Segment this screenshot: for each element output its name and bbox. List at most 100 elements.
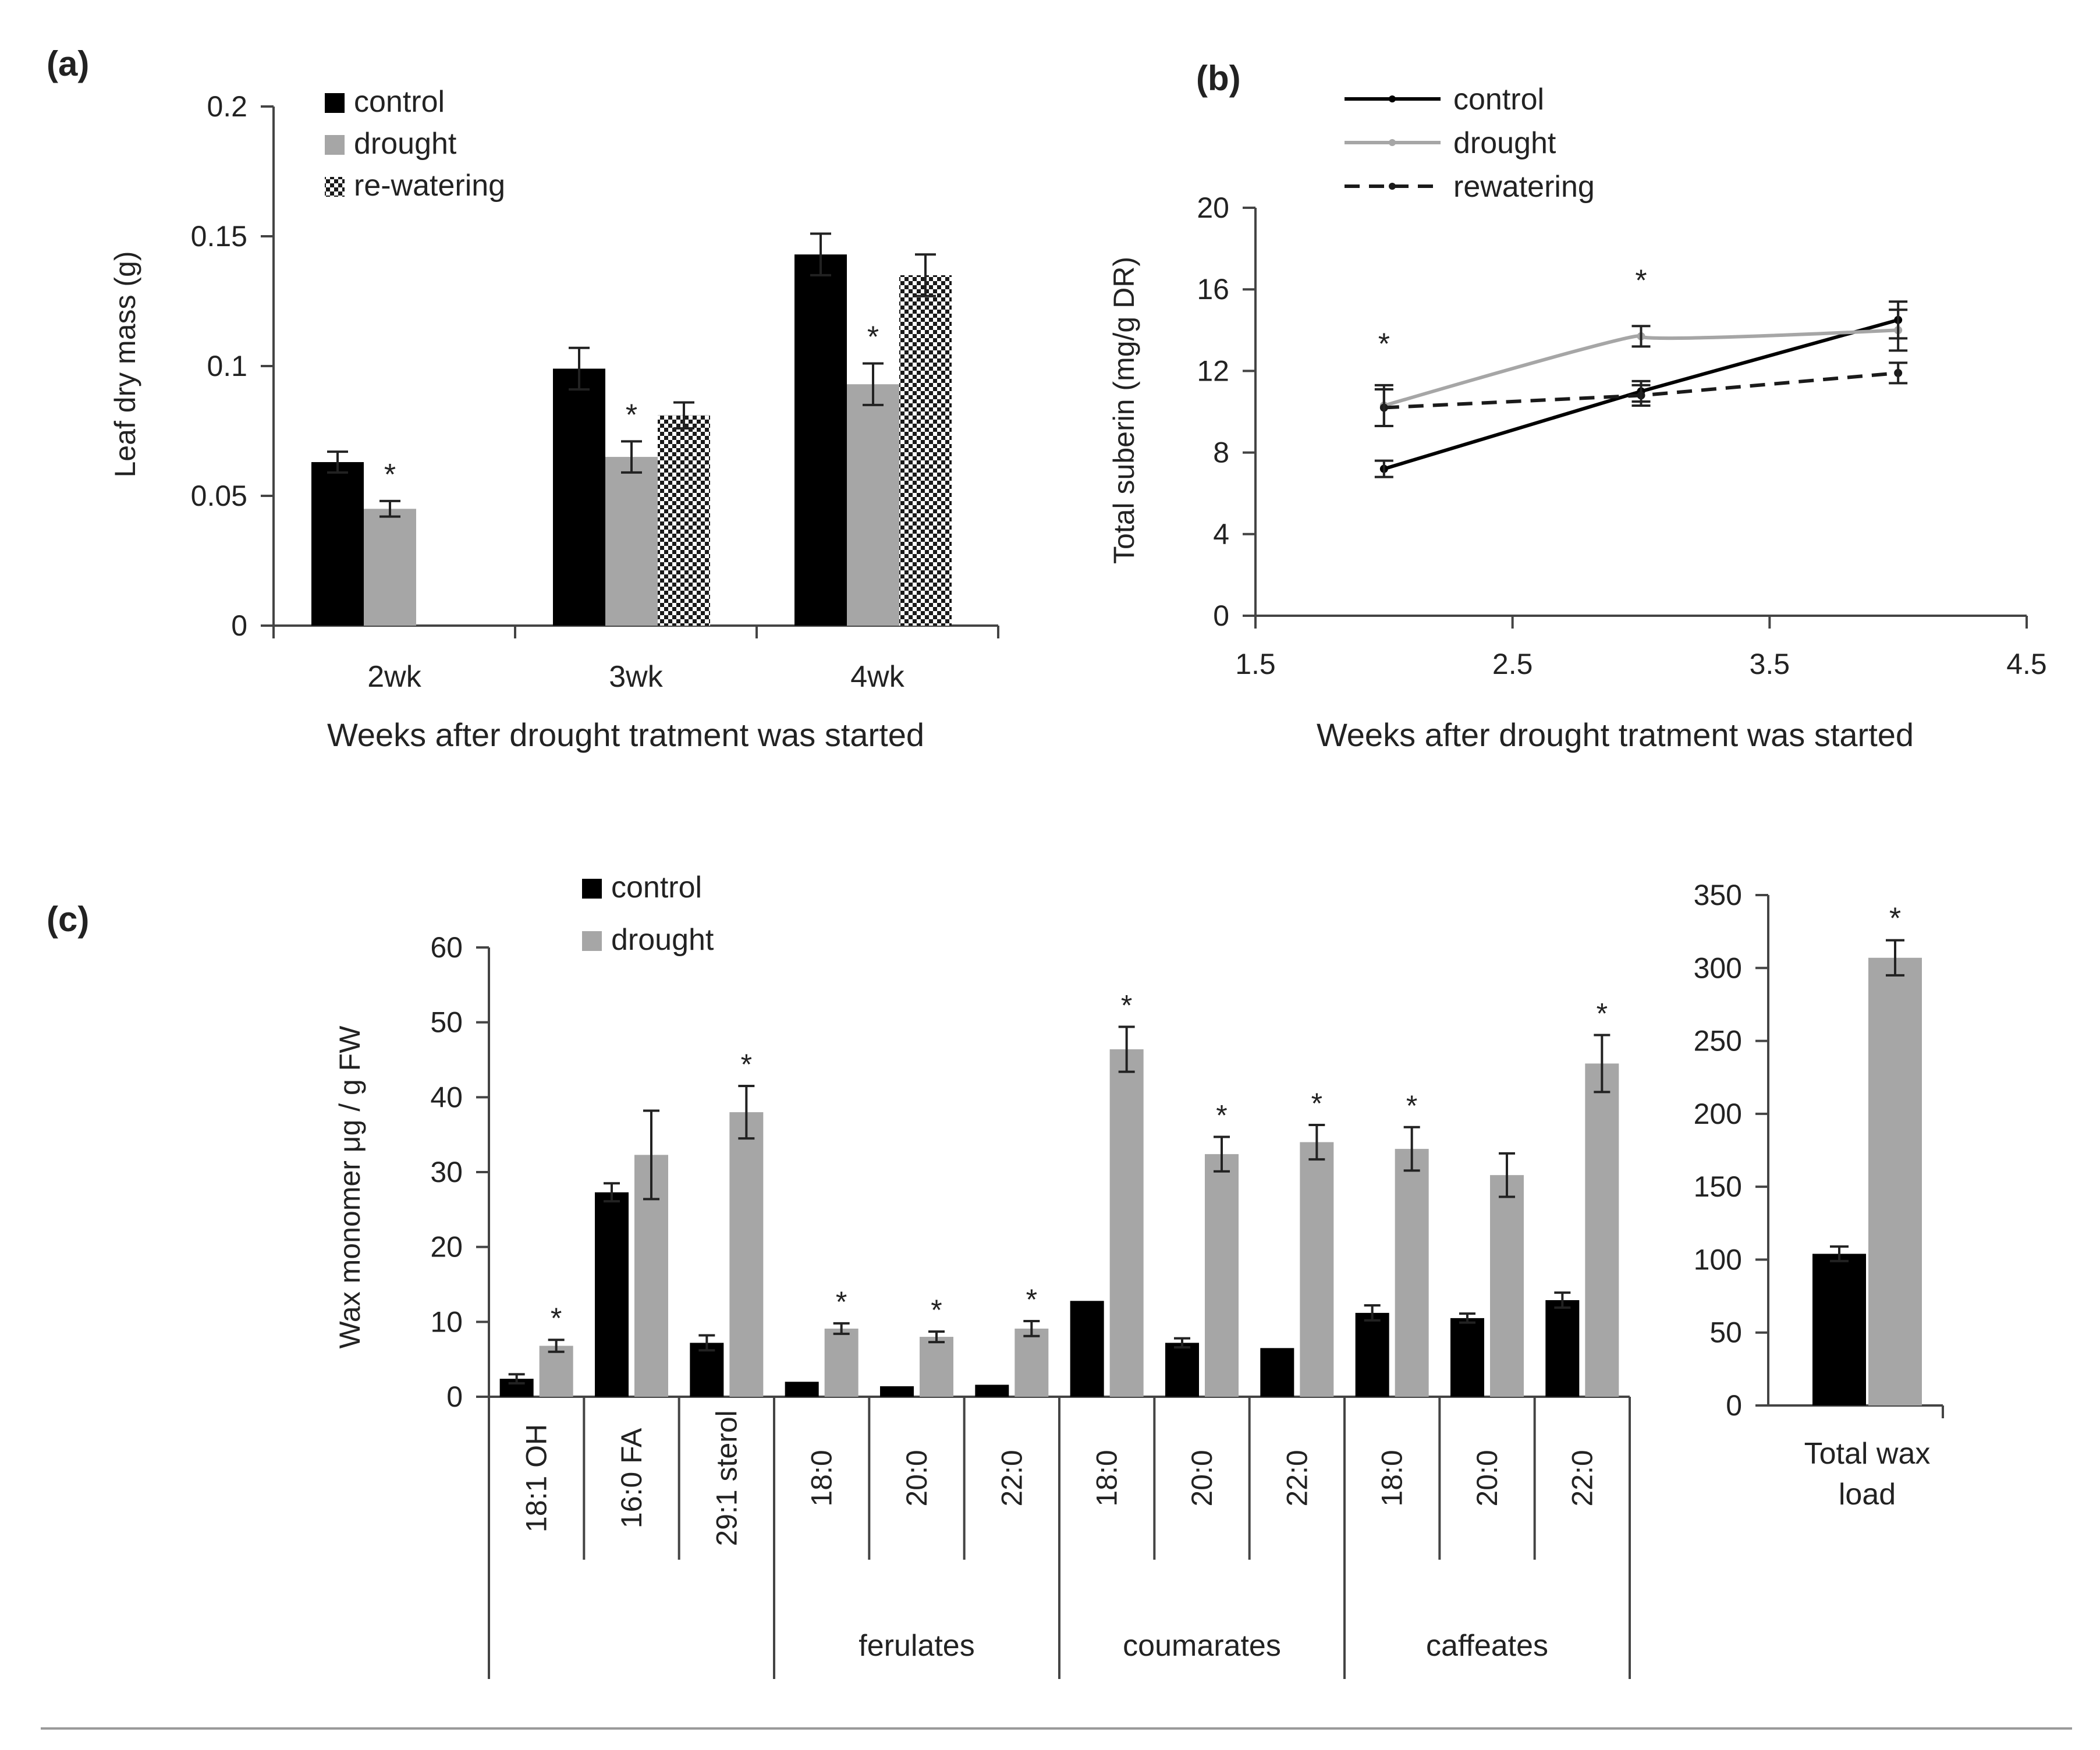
panel-b-x-tick-label: 3.5	[1750, 648, 1790, 680]
panel-c-error-bar	[1174, 1337, 1190, 1349]
panel-c-error-bar	[1459, 1312, 1475, 1324]
panel-b-y-tick-label: 0	[1213, 599, 1229, 632]
panel-a-y-axis-label: Leaf dry mass (g)	[109, 251, 141, 477]
panel-c-error-bar	[1118, 1025, 1135, 1073]
panel-a-legend-swatch-re-watering	[325, 177, 345, 197]
panel-b-y-axis-label: Total suberin (mg/g DR)	[1108, 257, 1140, 564]
panel-c-category-label: 18:0	[1376, 1450, 1409, 1506]
panel-a-label: (a)	[47, 44, 89, 83]
panel-b-x-tick-label: 2.5	[1492, 648, 1533, 680]
panel-c-y-tick-label: 0	[446, 1380, 463, 1413]
panel-c-error-bar	[643, 1109, 659, 1201]
panel-a-significance-marker: *	[626, 398, 637, 432]
panel-c-bar-drought	[1395, 1149, 1429, 1397]
panel-b-legend-marker-control	[1389, 95, 1396, 102]
inset-y-tick-label: 150	[1694, 1170, 1742, 1203]
panel-c-bar-drought	[1300, 1142, 1334, 1397]
panel-c-error-bar	[1023, 1320, 1040, 1337]
panel-c-error-bar	[1308, 1123, 1325, 1161]
panel-a-error-bar	[863, 362, 884, 406]
panel-c-significance-marker: *	[1311, 1087, 1322, 1120]
panel-c-legend-swatch-drought	[582, 931, 602, 951]
panel-a-significance-marker: *	[867, 321, 879, 354]
panel-b-legend-label-drought: drought	[1453, 126, 1556, 160]
panel-c-total-wax-load-chart: 0 50 100 150 200 250 300 350 Total wax load *	[1694, 879, 1944, 1511]
panel-c-bar-control	[1450, 1318, 1484, 1397]
panel-b-legend-label-control: control	[1453, 83, 1544, 116]
panel-c-wax-monomer-chart: (c) Wax monomer μg / g FW 0102030405060 …	[47, 871, 1631, 1679]
panel-c-significance-marker: *	[551, 1302, 562, 1334]
panel-b-legend-marker-drought	[1389, 139, 1396, 146]
panel-c-bar-drought	[1014, 1328, 1049, 1397]
panel-a-bar-re-watering	[899, 275, 952, 626]
panel-c-legend-label-control: control	[611, 871, 702, 904]
panel-b-series: **	[1374, 264, 1908, 478]
panel-c-bar-drought	[729, 1112, 764, 1397]
panel-c-error-bar	[698, 1334, 715, 1352]
panel-c-error-bar	[738, 1085, 755, 1140]
panel-b-legend-marker-rewatering	[1389, 183, 1396, 190]
panel-c-error-bar	[833, 1322, 850, 1335]
panel-a-error-bar	[327, 450, 348, 474]
panel-c-error-bar	[508, 1373, 525, 1385]
panel-a-legend: control drought re-watering	[325, 85, 505, 203]
panel-a-bar-re-watering	[658, 415, 710, 626]
panel-b-label: (b)	[1196, 59, 1241, 98]
panel-c-bar-control	[1355, 1312, 1389, 1397]
panel-c-error-bar	[1403, 1126, 1420, 1172]
panel-a-bar-control	[311, 462, 364, 626]
panel-c-significance-marker: *	[1216, 1099, 1227, 1132]
inset-y-tick-label: 300	[1694, 952, 1742, 984]
panel-c-category-table: 18:1 OH 16:0 FA 29:1 sterol 18:0 20:0 22:0 18:…	[488, 1397, 1631, 1679]
panel-b-legend: control drought rewatering	[1345, 83, 1595, 204]
panel-c-bar-control	[1165, 1343, 1199, 1397]
panel-c-bar-drought	[1109, 1049, 1144, 1397]
panel-b-error-bar	[1889, 361, 1908, 385]
panel-c-bar-control	[880, 1386, 914, 1397]
panel-c-category-label: 20:0	[1186, 1450, 1218, 1506]
panel-c-category-label: 18:0	[806, 1450, 838, 1506]
panel-c-bar-control	[1070, 1301, 1104, 1397]
panel-b-error-bar	[1631, 384, 1651, 407]
panel-c-category-label: 22:0	[1566, 1450, 1598, 1506]
panel-c-category-label: 22:0	[1280, 1450, 1313, 1506]
panel-a-x-tick-label: 3wk	[609, 660, 663, 694]
panel-c-bar-drought	[920, 1337, 953, 1397]
panel-c-error-bar	[548, 1339, 565, 1353]
panel-a-error-bar	[379, 499, 400, 518]
panel-a-legend-label-control: control	[354, 85, 445, 119]
panel-b-x-tick-label: 1.5	[1235, 648, 1276, 680]
panel-c-category-label: 20:0	[1471, 1450, 1503, 1506]
panel-c-error-bar	[1594, 1034, 1611, 1094]
panel-a-bar-control	[794, 254, 847, 626]
panel-c-bar-control	[785, 1382, 819, 1397]
inset-significance-marker: *	[1889, 902, 1901, 936]
panel-a-bars: * * *	[311, 232, 952, 626]
panel-a-error-bar	[673, 401, 694, 430]
panel-c-category-label: 18:1 OH	[520, 1424, 553, 1532]
panel-c-legend: control drought	[582, 871, 714, 957]
panel-c-significance-marker: *	[1597, 998, 1608, 1030]
panel-a-bar-control	[553, 368, 605, 626]
panel-b-y-tick-label: 20	[1197, 191, 1229, 224]
panel-c-y-tick-label: 10	[430, 1305, 463, 1338]
panel-a-bar-drought	[847, 384, 899, 626]
panel-c-bar-drought	[1205, 1154, 1239, 1397]
panel-a-legend-label-re-watering: re-watering	[354, 169, 505, 203]
panel-c-significance-marker: *	[1121, 989, 1132, 1021]
inset-y-tick-label: 100	[1694, 1243, 1742, 1276]
panel-b-error-bar	[1374, 459, 1393, 478]
panel-a-error-bar	[569, 346, 590, 391]
panel-b-significance-marker: *	[1635, 264, 1647, 298]
panel-c-bar-control	[690, 1343, 724, 1397]
panel-c-error-bar	[604, 1182, 620, 1203]
panel-c-error-bar	[928, 1330, 945, 1344]
panel-a-y-tick-label: 0	[231, 609, 247, 642]
panel-b-y-tick-label: 12	[1197, 354, 1229, 387]
inset-y-tick-label: 350	[1694, 879, 1742, 911]
panel-c-y-tick-label: 60	[430, 931, 463, 964]
panel-b-error-bar	[1889, 308, 1908, 352]
panel-c-y-tick-label: 40	[430, 1081, 463, 1113]
panel-a-error-bar	[621, 440, 642, 474]
inset-y-tick-label: 200	[1694, 1098, 1742, 1130]
